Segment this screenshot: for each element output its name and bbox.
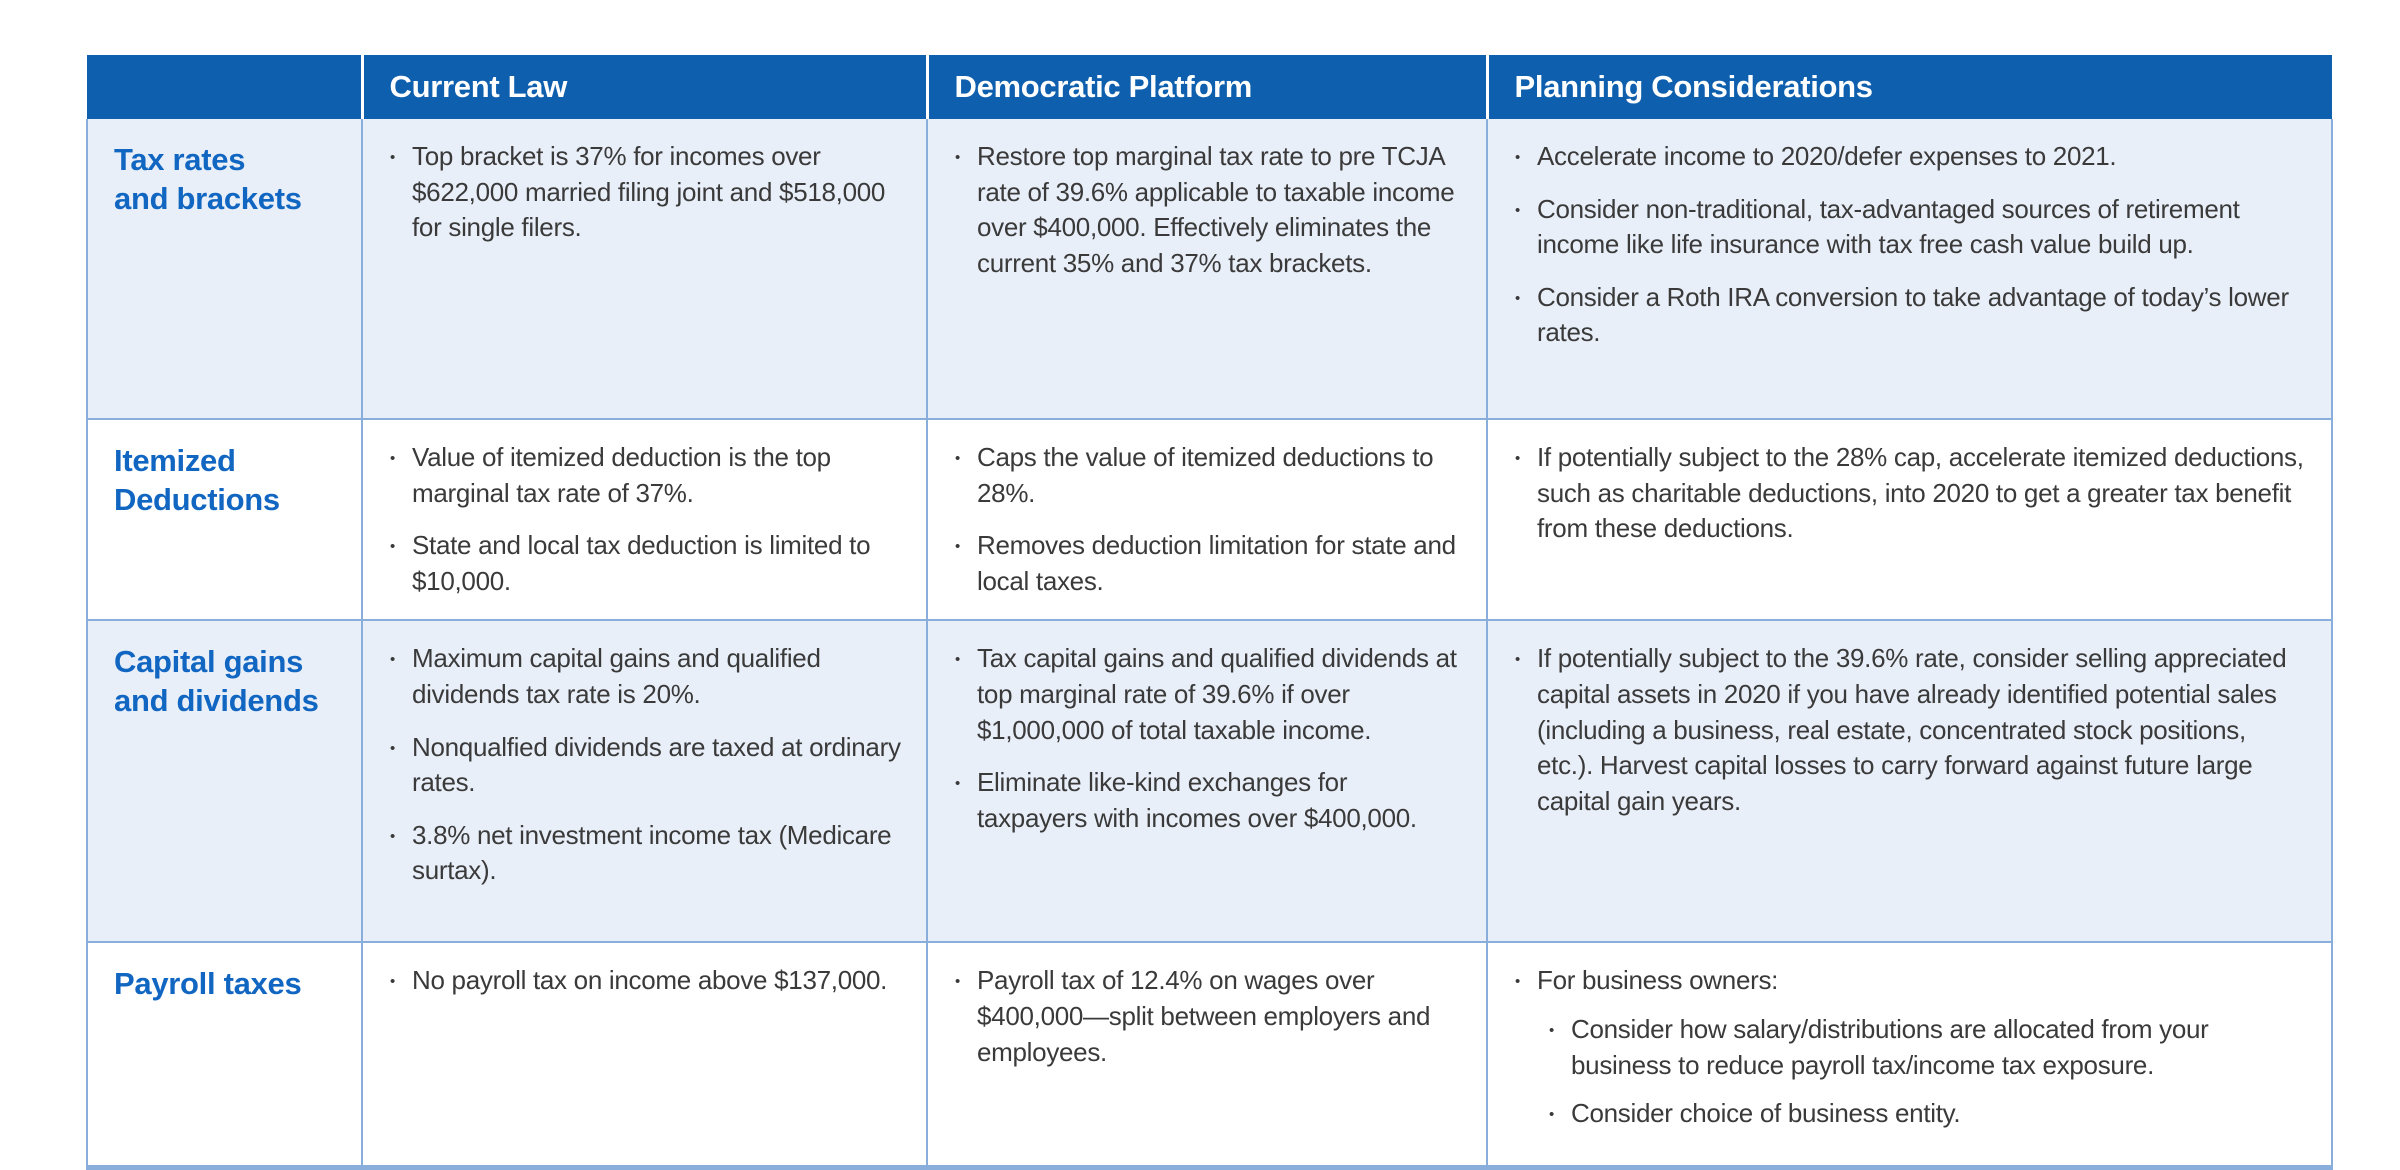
bullet-list: If potentially subject to the 28% cap, a… — [1510, 440, 2307, 547]
row-topic-label: Itemized Deductions — [86, 417, 363, 622]
row-topic-line: Payroll taxes — [114, 966, 302, 1002]
bullet-text: Payroll tax of 12.4% on wages over $400,… — [977, 965, 1431, 1067]
bullet-item: 3.8% net investment income tax (Medicare… — [385, 818, 902, 889]
cell-current-law: Maximum capital gains and qualified divi… — [361, 619, 928, 944]
bullet-text: Top bracket is 37% for incomes over $622… — [412, 141, 886, 243]
bullet-text: State and local tax deduction is limited… — [412, 530, 871, 596]
bullet-item: Tax capital gains and qualified dividend… — [950, 641, 1462, 748]
row-topic-line: and dividends — [114, 683, 319, 719]
bullet-text: Consider choice of business entity. — [1571, 1098, 1961, 1129]
bullet-list: No payroll tax on income above $137,000. — [385, 963, 902, 999]
bullet-item: Consider how salary/distributions are al… — [1544, 1012, 2307, 1083]
bullet-item: Maximum capital gains and qualified divi… — [385, 641, 902, 712]
bullet-list: Value of itemized deduction is the top m… — [385, 440, 902, 599]
header-cell-topic — [87, 55, 364, 119]
bullet-text: Maximum capital gains and qualified divi… — [412, 643, 821, 710]
bullet-item: No payroll tax on income above $137,000. — [385, 963, 902, 999]
header-cell-planning-considerations: Planning Considerations — [1487, 55, 2332, 119]
table-row: Payroll taxes No payroll tax on income ab… — [86, 941, 2333, 1170]
bullet-list: Tax capital gains and qualified dividend… — [950, 641, 1462, 836]
bullet-item: Consider a Roth IRA conversion to take a… — [1510, 280, 2307, 351]
bullet-text: If potentially subject to the 28% cap, a… — [1537, 442, 2304, 544]
bullet-text: Eliminate like-kind exchanges for taxpay… — [977, 767, 1417, 833]
cell-democratic-platform: Tax capital gains and qualified dividend… — [926, 619, 1488, 944]
bullet-text: If potentially subject to the 39.6% rate… — [1537, 643, 2287, 816]
header-cell-democratic-platform: Democratic Platform — [927, 55, 1489, 119]
bullet-item: Consider choice of business entity. — [1544, 1096, 2307, 1132]
bullet-item: If potentially subject to the 28% cap, a… — [1510, 440, 2307, 547]
bullet-item: State and local tax deduction is limited… — [385, 528, 902, 599]
bullet-item: Removes deduction limitation for state a… — [950, 528, 1462, 599]
cell-democratic-platform: Payroll tax of 12.4% on wages over $400,… — [926, 941, 1488, 1170]
bullet-list: Maximum capital gains and qualified divi… — [385, 641, 902, 889]
bullet-list: Consider how salary/distributions are al… — [1544, 1012, 2307, 1132]
bullet-item: If potentially subject to the 39.6% rate… — [1510, 641, 2307, 819]
bullet-item: Top bracket is 37% for incomes over $622… — [385, 139, 902, 246]
bullet-list: Restore top marginal tax rate to pre TCJ… — [950, 139, 1462, 281]
bullet-list: Payroll tax of 12.4% on wages over $400,… — [950, 963, 1462, 1070]
row-topic-label: Payroll taxes — [86, 941, 363, 1170]
cell-democratic-platform: Restore top marginal tax rate to pre TCJ… — [926, 119, 1488, 420]
cell-planning-considerations: For business owners: Consider how salary/… — [1486, 941, 2333, 1170]
bullet-list: Accelerate income to 2020/defer expenses… — [1510, 139, 2307, 351]
bullet-item: Caps the value of itemized deductions to… — [950, 440, 1462, 511]
bullet-text: Nonqualfied dividends are taxed at ordin… — [412, 731, 901, 798]
cell-current-law: Top bracket is 37% for incomes over $622… — [361, 119, 928, 420]
row-topic-line: Deductions — [114, 481, 280, 517]
cell-planning-considerations: If potentially subject to the 39.6% rate… — [1486, 619, 2333, 944]
bullet-text: Consider how salary/distributions are al… — [1571, 1014, 2209, 1080]
bullet-text: Accelerate income to 2020/defer expenses… — [1537, 141, 2117, 171]
cell-current-law: Value of itemized deduction is the top m… — [361, 417, 928, 622]
bullet-list: Top bracket is 37% for incomes over $622… — [385, 139, 902, 246]
bullet-text: 3.8% net investment income tax (Medicare… — [412, 819, 892, 886]
row-topic-line: Capital gains — [114, 644, 304, 680]
cell-planning-considerations: If potentially subject to the 28% cap, a… — [1486, 417, 2333, 622]
cell-democratic-platform: Caps the value of itemized deductions to… — [926, 417, 1488, 622]
bullet-text: Caps the value of itemized deductions to… — [977, 442, 1434, 508]
bullet-text: Consider non-traditional, tax-advantaged… — [1537, 193, 2240, 260]
bullet-text: For business owners: — [1537, 965, 1779, 996]
header-row: Current Law Democratic Platform Planning… — [87, 55, 2332, 119]
cell-planning-considerations: Accelerate income to 2020/defer expenses… — [1486, 119, 2333, 420]
row-topic-label: Tax rates and brackets — [86, 119, 363, 420]
bullet-item: Payroll tax of 12.4% on wages over $400,… — [950, 963, 1462, 1070]
bullet-item: Eliminate like-kind exchanges for taxpay… — [950, 765, 1462, 836]
bullet-list: For business owners: Consider how salary/… — [1510, 963, 2307, 1131]
tax-comparison-table: Current Law Democratic Platform Planning… — [86, 55, 2333, 1170]
bullet-text: Consider a Roth IRA conversion to take a… — [1537, 281, 2289, 348]
bullet-item: For business owners: Consider how salary/… — [1510, 963, 2307, 1131]
bullet-text: Removes deduction limitation for state a… — [977, 530, 1456, 596]
row-topic-line: and brackets — [114, 180, 302, 216]
bullet-text: Value of itemized deduction is the top m… — [412, 442, 831, 508]
bullet-item: Restore top marginal tax rate to pre TCJ… — [950, 139, 1462, 281]
header-cell-current-law: Current Law — [362, 55, 929, 119]
row-topic-line: Tax rates — [114, 142, 246, 177]
bullet-item: Consider non-traditional, tax-advantaged… — [1510, 192, 2307, 263]
cell-current-law: No payroll tax on income above $137,000. — [361, 941, 928, 1170]
bullet-list: Caps the value of itemized deductions to… — [950, 440, 1462, 599]
bullet-list: If potentially subject to the 39.6% rate… — [1510, 641, 2307, 819]
bullet-item: Accelerate income to 2020/defer expenses… — [1510, 139, 2307, 175]
bullet-text: Tax capital gains and qualified dividend… — [977, 643, 1457, 745]
bullet-text: Restore top marginal tax rate to pre TCJ… — [977, 141, 1455, 278]
bullet-item: Value of itemized deduction is the top m… — [385, 440, 902, 511]
row-topic-label: Capital gains and dividends — [86, 619, 363, 944]
bullet-text: No payroll tax on income above $137,000. — [412, 965, 888, 996]
bullet-item: Nonqualfied dividends are taxed at ordin… — [385, 730, 902, 801]
row-topic-line: Itemized — [114, 443, 236, 478]
